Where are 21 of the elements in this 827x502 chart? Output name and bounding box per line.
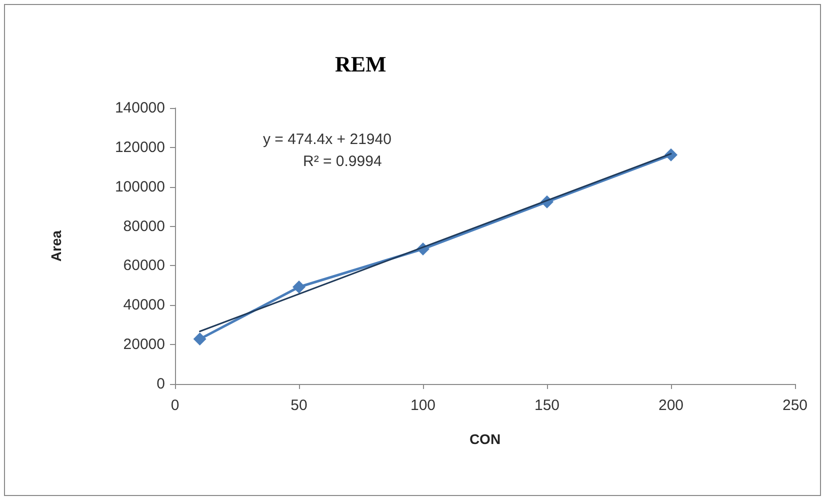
y-tick-label: 120000 xyxy=(114,138,165,156)
annotation: R² = 0.9994 xyxy=(303,153,382,170)
y-tick-label: 0 xyxy=(156,376,165,392)
annotation: y = 474.4x + 21940 xyxy=(263,131,392,148)
x-tick-label: 150 xyxy=(534,397,560,414)
y-tick-label: 80000 xyxy=(123,218,165,235)
y-tick-label: 40000 xyxy=(123,296,165,314)
x-tick-label: 0 xyxy=(170,397,180,414)
x-tick-label: 250 xyxy=(782,397,808,414)
x-tick-label: 50 xyxy=(290,397,308,414)
point xyxy=(292,280,306,294)
point xyxy=(193,332,206,346)
x-tick-label: 200 xyxy=(658,397,684,414)
y-tick-label: 60000 xyxy=(123,257,165,274)
y-tick-label: 100000 xyxy=(114,178,165,196)
x-tick-label: 100 xyxy=(410,397,436,414)
x-axis-title: CON xyxy=(469,431,501,447)
y-tick-label: 20000 xyxy=(123,336,165,354)
y-axis-title: Area xyxy=(48,230,64,262)
y-tick-label: 140000 xyxy=(114,100,165,116)
chart-title: REM xyxy=(335,52,387,76)
